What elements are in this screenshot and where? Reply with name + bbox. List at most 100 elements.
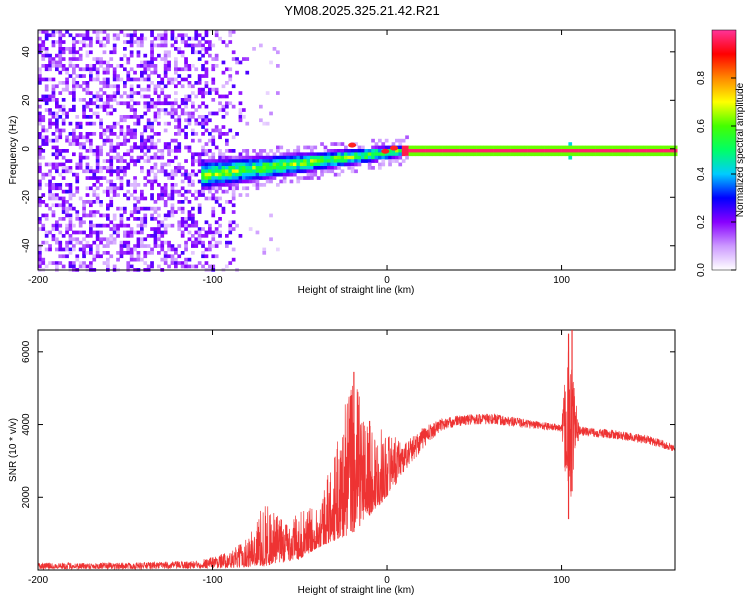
spectrogram-cell [140,193,144,197]
spectrogram-cell [221,104,226,109]
spectrogram-cell [146,74,151,78]
spectrogram-cell [143,64,148,68]
spectrogram-cell [136,217,141,221]
spectrogram-cell [146,64,151,68]
spectrogram-cell [55,53,59,58]
spectrogram-cell [282,179,287,184]
spectrogram-cell [129,43,134,48]
spectrogram-cell [446,152,450,157]
spectrogram-cell [157,98,161,102]
snr-x-tick-label: 100 [553,575,570,586]
spectrogram-cell [269,60,273,65]
spectrogram-cell [41,57,46,61]
spectrogram-cell [48,169,52,174]
spectrogram-cell [184,60,188,65]
spectrogram-cell [167,196,171,201]
spectrogram-cell [48,60,52,65]
spectrogram-cell [95,234,100,238]
spectrogram-cell [51,176,56,180]
spectrogram-cell [129,98,134,102]
spectrogram-cell [289,169,294,174]
spectrogram-cell [55,64,59,68]
spectrogram-cell [177,115,182,119]
spectrogram-cell [214,230,219,235]
spectrogram-cell [41,176,46,180]
spectrogram-cell [78,121,83,126]
spectrogram-cell [388,145,392,150]
spectrogram-cell [58,132,63,136]
spectrogram-cell [119,206,124,211]
spectrogram-cell [85,166,90,170]
spectrogram-cell [129,104,134,109]
spectrogram-cell [140,227,144,231]
spectrogram-cell [44,264,49,269]
spectrogram-cell [95,70,100,75]
spectrogram-cell [160,223,165,228]
spectrogram-cell [204,50,209,55]
spectrogram-cell [119,220,124,225]
spectrogram-cell [85,135,90,140]
spectrogram-cell [548,145,552,150]
spectrogram-cell [221,155,226,160]
spectrogram-cell [235,60,239,65]
spectrogram-cell [276,155,280,160]
spectrogram-cell [320,162,324,167]
spectrogram-cell [95,176,100,180]
spectrogram-cell [119,94,124,99]
spectrogram-cell [72,91,76,95]
spectrogram-cell [252,47,256,51]
spectrogram-cell [361,145,365,150]
spectrogram-cell [41,77,46,82]
spectrogram-cell [143,183,148,187]
spectrogram-cell [126,152,131,157]
spectrogram-cell [61,200,66,204]
spectrogram-cell [449,145,454,150]
spectrogram-cell [123,223,127,228]
spectrogram-cell [78,125,83,129]
spectrogram-cell [367,149,372,153]
spectrogram-cell [225,43,229,48]
spectrogram-cell [72,132,76,136]
spectrogram-cell [129,50,134,55]
spectrogram-cell [41,142,46,146]
spectrogram-cell [119,30,124,34]
spectrogram-cell [262,251,267,255]
spectrogram-cell [177,81,182,85]
spectrogram-cell [146,77,151,82]
spectrogram-cell [214,220,219,225]
spectrogram-cell [95,152,100,157]
spectrogram-cell [102,138,107,143]
spectrogram-cell [551,152,556,157]
spectrogram-cell [218,132,222,136]
spectrogram-cell [65,244,69,248]
spectrogram-cell [72,57,76,61]
spectrogram-cell [517,152,522,157]
spectrogram-cell [174,132,178,136]
spectrogram-cell [123,33,127,38]
snr-x-tick-label: -100 [203,575,223,586]
spectrogram-cell [177,125,182,129]
spectrogram-cell [109,237,114,242]
spectrogram-cell [48,57,52,61]
spectrogram-cell [89,220,93,225]
spectrogram-cell [191,217,195,221]
spectrogram-cell [255,152,260,157]
spectrogram-cell [221,152,226,157]
spectrogram-cell [289,159,294,163]
spectrogram-cell [140,244,144,248]
spectrogram-cell [378,152,382,157]
spectrogram-cell [51,261,56,265]
spectrogram-cell [157,33,161,38]
spectrogram-cell [106,159,110,163]
spectrogram-cell [72,261,76,265]
spectrogram-cell [123,138,127,143]
spectrogram-cell [102,60,107,65]
spectrogram-cell [214,125,219,129]
spectrogram-cell [231,189,236,194]
spectrogram-cell [78,47,83,51]
spectrogram-cell [391,142,396,146]
spectrogram-cell [126,240,131,245]
spectrogram-cell [211,67,216,72]
spectrogram-cell [58,254,63,259]
